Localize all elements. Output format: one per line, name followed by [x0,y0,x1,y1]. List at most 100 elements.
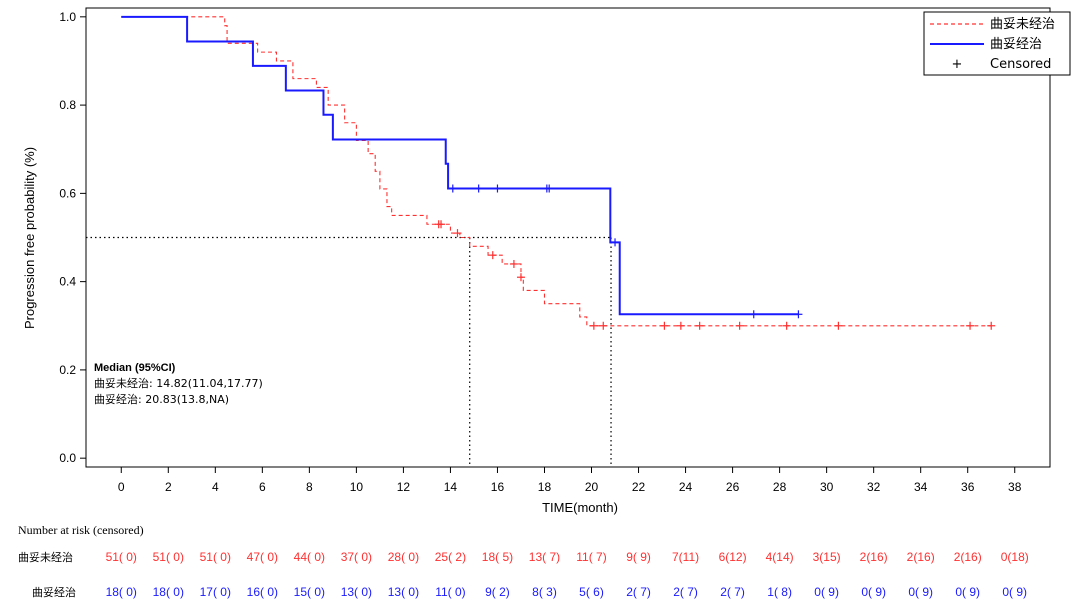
legend: 曲妥未经治 曲妥经治 + Censored [923,11,1071,76]
risk-row-label-untreated: 曲妥未经治 [18,550,73,564]
censor-mark-treated [794,310,803,319]
series-line-treated [121,15,799,316]
x-tick-label: 4 [212,480,219,494]
x-tick-label: 32 [867,480,881,494]
censor-mark-untreated [453,229,462,238]
risk-value: 4(14) [766,550,794,564]
risk-value: 9( 2) [485,585,510,599]
risk-value: 16( 0) [247,585,278,599]
censor-mark-untreated [437,220,446,229]
censor-layer [434,184,996,330]
risk-value: 2( 7) [720,585,745,599]
risk-value: 6(12) [719,550,747,564]
censor-mark-untreated [676,321,685,330]
legend-label-treated: 曲妥经治 [990,37,1042,52]
median-annotation-line-untreated: 曲妥未经治: 14.82(11.04,17.77) [94,376,263,390]
x-tick-label: 24 [679,480,693,494]
axes: 0 2 4 6 8 10 12 14 16 18 20 22 24 26 28 30 32 34 36 380.00.… [59,10,1021,494]
median-annotation-title: Median (95%CI) [94,362,176,374]
risk-value: 13( 0) [388,585,419,599]
risk-value: 7(11) [672,550,699,564]
y-tick-label: 0.2 [59,363,76,377]
censor-mark-untreated [516,273,525,282]
censor-mark-untreated [589,321,598,330]
x-tick-label: 12 [397,480,411,494]
x-tick-label: 18 [538,480,552,494]
risk-value: 37( 0) [341,550,372,564]
risk-value: 8( 3) [532,585,557,599]
risk-value: 1( 8) [767,585,792,599]
censor-mark-treated [749,310,758,319]
x-tick-label: 30 [820,480,834,494]
risk-value: 28( 0) [388,550,419,564]
risk-value: 2( 7) [673,585,698,599]
censor-mark-untreated [599,321,608,330]
risk-value: 0( 9) [908,585,933,599]
risk-value: 47( 0) [247,550,278,564]
x-tick-label: 10 [350,480,364,494]
risk-value: 9( 9) [626,550,651,564]
risk-value: 2( 7) [626,585,651,599]
censor-mark-untreated [509,259,518,268]
y-tick-label: 0.8 [59,98,76,112]
censor-mark-untreated [834,321,843,330]
x-tick-label: 22 [632,480,646,494]
risk-value: 25( 2) [435,550,466,564]
y-tick-label: 0.4 [59,275,76,289]
risk-values: 51( 0) 51( 0) 51( 0) 47( 0) 44( 0) 37( 0) 28( … [106,550,1029,599]
y-axis-title: Progression free probability (%) [22,147,37,329]
risk-value: 3(15) [813,550,841,564]
series-line-untreated [121,16,992,327]
censor-mark-untreated [660,321,669,330]
risk-table-title: Number at risk (censored) [18,523,144,537]
x-tick-label: 0 [118,480,125,494]
risk-value: 17( 0) [200,585,231,599]
legend-label-untreated: 曲妥未经治 [990,17,1055,32]
risk-value: 18( 5) [482,550,513,564]
median-lines [86,236,612,467]
x-tick-label: 8 [306,480,313,494]
risk-value: 13( 7) [529,550,560,564]
x-tick-label: 14 [444,480,458,494]
x-tick-label: 16 [491,480,505,494]
censor-mark-treated [448,184,457,193]
censor-mark-treated [611,238,620,247]
risk-value: 18( 0) [153,585,184,599]
risk-value: 11( 0) [435,585,465,599]
risk-value: 2(16) [907,550,935,564]
risk-value: 0( 9) [861,585,886,599]
censor-mark-untreated [987,321,996,330]
risk-value: 0( 9) [1002,585,1027,599]
censor-mark-treated [545,184,554,193]
risk-value: 2(16) [860,550,888,564]
legend-censored-symbol: + [952,57,963,72]
x-tick-label: 6 [259,480,266,494]
censor-mark-untreated [782,321,791,330]
risk-value: 0(18) [1001,550,1029,564]
risk-table: Number at risk (censored) 曲妥未经治 曲妥经治 51(… [18,523,1029,599]
legend-label-censored: Censored [990,57,1051,72]
x-tick-label: 34 [914,480,928,494]
x-axis-title: TIME(month) [542,500,618,515]
y-tick-label: 0.6 [59,186,76,200]
x-tick-label: 2 [165,480,172,494]
risk-value: 5( 6) [579,585,604,599]
risk-value: 15( 0) [294,585,325,599]
censor-mark-untreated [966,321,975,330]
median-annotation: Median (95%CI) 曲妥未经治: 14.82(11.04,17.77)… [94,362,263,406]
risk-value: 51( 0) [153,550,184,564]
censor-mark-untreated [735,321,744,330]
censor-mark-treated [493,184,502,193]
censor-mark-treated [474,184,483,193]
risk-value: 11( 7) [576,550,606,564]
y-tick-label: 1.0 [59,10,76,24]
risk-value: 51( 0) [200,550,231,564]
risk-value: 18( 0) [106,585,137,599]
y-tick-label: 0.0 [59,451,76,465]
risk-value: 2(16) [954,550,982,564]
risk-value: 44( 0) [294,550,325,564]
x-tick-label: 36 [961,480,975,494]
x-tick-label: 28 [773,480,787,494]
risk-value: 51( 0) [106,550,137,564]
